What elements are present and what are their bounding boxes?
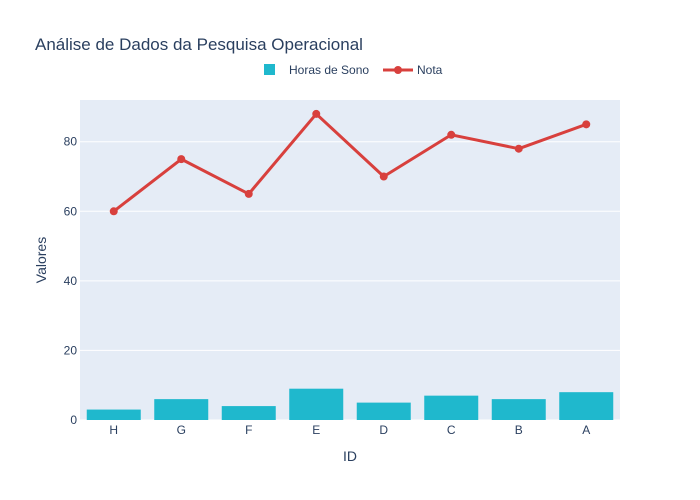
y-tick-labels: 0 20 40 60 80 (64, 135, 78, 427)
bar[interactable] (154, 399, 209, 420)
line-point[interactable] (109, 207, 118, 216)
line-point[interactable] (177, 155, 186, 164)
y-tick-label: 60 (64, 204, 78, 218)
y-tick-label: 80 (64, 135, 78, 149)
chart-title: Análise de Dados da Pesquisa Operacional (35, 35, 363, 54)
x-tick-label: D (379, 423, 388, 437)
bar-series (86, 388, 614, 420)
x-axis-label: ID (343, 448, 357, 464)
line-series (109, 109, 591, 216)
x-tick-label: G (177, 423, 186, 437)
legend-bar-swatch (264, 64, 275, 75)
bar[interactable] (356, 402, 411, 420)
legend-label-horas-de-sono: Horas de Sono (289, 63, 369, 77)
bar[interactable] (491, 399, 546, 420)
bar[interactable] (221, 406, 276, 420)
x-tick-label: H (109, 423, 118, 437)
legend-item-horas-de-sono[interactable]: Horas de Sono (264, 63, 369, 77)
bar[interactable] (424, 395, 479, 420)
legend-label-nota: Nota (417, 63, 443, 77)
line-point[interactable] (379, 172, 388, 181)
plot-background (80, 100, 620, 420)
y-tick-label: 0 (70, 413, 77, 427)
x-tick-label: F (245, 423, 252, 437)
bar[interactable] (289, 388, 344, 420)
y-axis-label: Valores (33, 237, 49, 283)
x-tick-label: E (312, 423, 320, 437)
bar[interactable] (559, 392, 614, 420)
x-tick-label: A (582, 423, 590, 437)
line-point[interactable] (244, 189, 253, 198)
x-tick-label: B (515, 423, 523, 437)
x-tick-label: C (447, 423, 456, 437)
legend[interactable]: Horas de Sono Nota (264, 63, 443, 77)
y-tick-label: 20 (64, 343, 78, 357)
legend-item-nota[interactable]: Nota (383, 63, 443, 77)
legend-line-marker (394, 66, 402, 74)
line-point[interactable] (514, 144, 523, 153)
line-point[interactable] (312, 109, 321, 118)
line-point[interactable] (447, 130, 456, 139)
line-path (112, 112, 587, 213)
bar[interactable] (86, 409, 141, 420)
y-tick-label: 40 (64, 274, 78, 288)
line-point[interactable] (582, 120, 591, 129)
